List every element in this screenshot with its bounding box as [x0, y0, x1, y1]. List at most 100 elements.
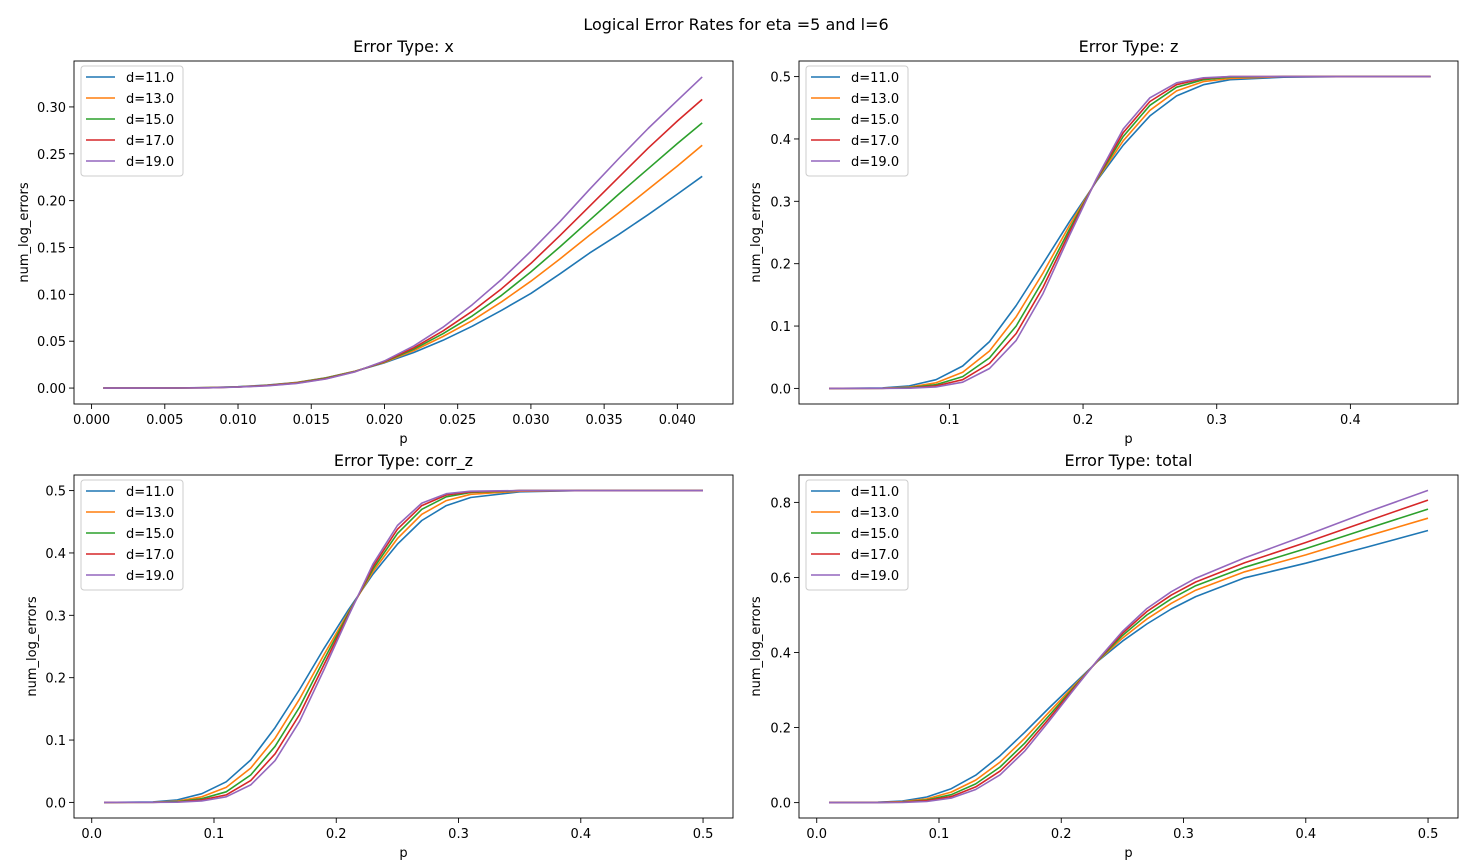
- y-axis-label: num_log_errors: [749, 182, 764, 282]
- legend-entry-label: d=11.0: [126, 71, 174, 86]
- series-line-d=11.0: [829, 75, 1431, 390]
- x-tick-label: 0.000: [73, 413, 110, 428]
- series-lines: [829, 75, 1431, 390]
- y-tick-label: 0.15: [37, 241, 66, 256]
- x-tick-label: 0.025: [439, 413, 476, 428]
- subplot-3: Error Type: corr_z 0.0 0.1 0.2 0.3 0.4 0.5 0.0 0…: [25, 451, 734, 861]
- legend-entry-label: d=13.0: [126, 92, 174, 107]
- x-tick-label: 0.3: [1206, 413, 1227, 428]
- y-axis-label: num_log_errors: [749, 596, 764, 696]
- legend: d=11.0 d=13.0 d=15.0 d=17.0 d=19.0: [805, 479, 909, 591]
- legend-entry-label: d=19.0: [851, 569, 899, 584]
- y-tick-label: 0.2: [770, 258, 791, 273]
- series-line-d=19.0: [103, 489, 703, 804]
- y-tick-label: 0.0: [770, 797, 791, 812]
- legend-entry-label: d=17.0: [126, 548, 174, 563]
- y-tick-label: 0.5: [45, 485, 66, 500]
- subplot-2: Error Type: z 0.1 0.2 0.3 0.4 0.0 0.1 0.2 0.3 0.4…: [749, 37, 1459, 447]
- x-tick-label: 0.2: [1051, 827, 1072, 842]
- x-axis-label: p: [399, 432, 407, 447]
- legend-entry-label: d=19.0: [851, 155, 899, 170]
- series-lines: [103, 76, 703, 389]
- y-tick-label: 0.00: [37, 382, 66, 397]
- series-line-d=17.0: [829, 75, 1431, 390]
- x-tick-label: 0.3: [448, 827, 469, 842]
- x-tick-label: 0.1: [929, 827, 950, 842]
- series-lines: [828, 489, 1429, 804]
- legend-entry-label: d=15.0: [126, 113, 174, 128]
- x-tick-label: 0.035: [586, 413, 623, 428]
- y-tick-label: 0.1: [770, 320, 791, 335]
- y-tick-label: 0.0: [770, 382, 791, 397]
- legend: d=11.0 d=13.0 d=15.0 d=17.0 d=19.0: [80, 479, 184, 591]
- series-line-d=15.0: [103, 122, 703, 389]
- legend-box: [805, 479, 909, 591]
- series-lines: [103, 489, 703, 804]
- y-tick-label: 0.25: [37, 148, 66, 163]
- y-tick-label: 0.30: [37, 101, 66, 116]
- x-tick-label: 0.2: [1073, 413, 1094, 428]
- y-axis-label: num_log_errors: [17, 182, 32, 282]
- y-tick-label: 0.8: [770, 496, 791, 511]
- y-tick-label: 0.0: [45, 796, 66, 811]
- series-line-d=15.0: [828, 508, 1429, 804]
- legend-box: [80, 65, 184, 177]
- series-line-d=11.0: [103, 489, 703, 804]
- subplot-title: Error Type: total: [1065, 451, 1193, 470]
- x-tick-label: 0.4: [570, 827, 591, 842]
- axes-frame: [798, 60, 1459, 405]
- legend-entry-label: d=17.0: [126, 134, 174, 149]
- y-tick-label: 0.5: [770, 71, 791, 86]
- y-tick-label: 0.1: [45, 734, 66, 749]
- legend-entry-label: d=11.0: [126, 485, 174, 500]
- legend: d=11.0 d=13.0 d=15.0 d=17.0 d=19.0: [805, 65, 909, 177]
- y-tick-label: 0.2: [770, 722, 791, 737]
- legend-box: [80, 479, 184, 591]
- legend-entry-label: d=19.0: [126, 155, 174, 170]
- x-tick-label: 0.015: [293, 413, 330, 428]
- x-tick-label: 0.4: [1340, 413, 1361, 428]
- legend-entry-label: d=17.0: [851, 134, 899, 149]
- y-tick-label: 0.10: [37, 288, 66, 303]
- legend-entry-label: d=13.0: [851, 506, 899, 521]
- x-tick-label: 0.0: [81, 827, 102, 842]
- y-tick-label: 0.20: [37, 195, 66, 210]
- y-tick-label: 0.05: [37, 335, 66, 350]
- legend-entry-label: d=19.0: [126, 569, 174, 584]
- legend: d=11.0 d=13.0 d=15.0 d=17.0 d=19.0: [80, 65, 184, 177]
- x-tick-label: 0.5: [693, 827, 714, 842]
- series-line-d=15.0: [829, 75, 1431, 390]
- subplot-1: Error Type: x 0.000 0.005 0.010 0.015 0.020 0.…: [17, 37, 734, 447]
- x-tick-label: 0.2: [326, 827, 347, 842]
- subplots-grid: Error Type: x 0.000 0.005 0.010 0.015 0.020 0.…: [17, 37, 1459, 861]
- legend-entry-label: d=13.0: [851, 92, 899, 107]
- legend-entry-label: d=13.0: [126, 506, 174, 521]
- x-tick-label: 0.4: [1295, 827, 1316, 842]
- series-line-d=19.0: [829, 75, 1431, 390]
- y-tick-label: 0.4: [770, 647, 791, 662]
- subplot-title: Error Type: z: [1079, 37, 1179, 56]
- legend-box: [805, 65, 909, 177]
- series-line-d=19.0: [103, 76, 703, 389]
- series-line-d=13.0: [828, 517, 1429, 804]
- x-tick-label: 0.010: [219, 413, 256, 428]
- series-line-d=13.0: [829, 75, 1431, 390]
- y-tick-label: 0.6: [770, 571, 791, 586]
- series-line-d=11.0: [828, 529, 1429, 804]
- x-tick-label: 0.030: [512, 413, 549, 428]
- x-axis-label: p: [1124, 846, 1132, 861]
- x-tick-label: 0.0: [806, 827, 827, 842]
- axes-frame: [73, 60, 734, 405]
- series-line-d=17.0: [103, 98, 703, 389]
- subplot-title: Error Type: x: [353, 37, 454, 56]
- subplot-4: Error Type: total 0.0 0.1 0.2 0.3 0.4 0.5 0.0 0.…: [749, 451, 1459, 861]
- subplot-title: Error Type: corr_z: [334, 451, 473, 471]
- x-tick-label: 0.5: [1418, 827, 1439, 842]
- series-line-d=19.0: [829, 489, 1429, 804]
- x-tick-label: 0.020: [366, 413, 403, 428]
- legend-entry-label: d=11.0: [851, 485, 899, 500]
- y-tick-label: 0.3: [770, 195, 791, 210]
- y-tick-label: 0.4: [45, 547, 66, 562]
- x-tick-label: 0.3: [1173, 827, 1194, 842]
